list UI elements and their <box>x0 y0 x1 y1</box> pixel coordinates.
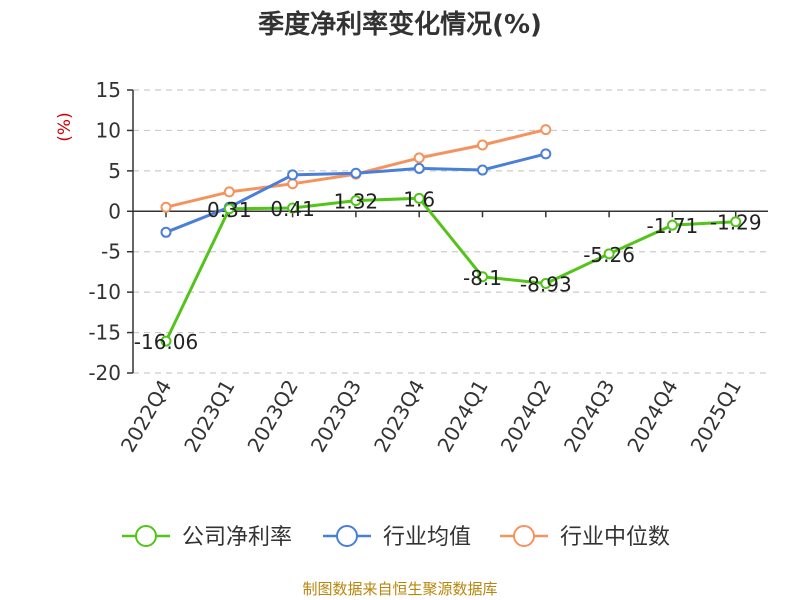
y-tick-label: 5 <box>108 159 121 183</box>
data-point <box>160 201 172 213</box>
data-point <box>540 148 552 160</box>
data-label: 0.31 <box>207 198 252 222</box>
data-point <box>477 271 488 283</box>
y-axis-unit: (%) <box>55 112 75 141</box>
data-label: -1.29 <box>710 211 762 235</box>
data-label: 1.6 <box>403 187 435 211</box>
data-point <box>540 124 552 136</box>
data-point <box>223 203 235 215</box>
data-label: -1.71 <box>647 214 699 238</box>
series <box>160 124 742 347</box>
x-tick-label: 2024Q2 <box>496 376 556 457</box>
series-line-0 <box>164 196 736 342</box>
data-point <box>730 216 742 228</box>
legend-label-2: 行业中位数 <box>560 525 670 550</box>
x-tick-label: 2022Q4 <box>116 376 176 457</box>
data-label: 0.41 <box>270 197 315 221</box>
legend-label-1: 行业均值 <box>383 525 471 550</box>
legend-marker-2 <box>513 525 535 547</box>
legend-label-0: 公司净利率 <box>182 525 292 550</box>
x-tick-label: 2023Q4 <box>369 376 429 457</box>
y-tick-label: -10 <box>88 280 121 304</box>
y-tick-label: 15 <box>96 78 121 102</box>
x-tick-label: 2025Q1 <box>686 376 746 457</box>
source-note: 制图数据来自恒生聚源数据库 <box>302 580 497 598</box>
data-labels: -16.06 0.31 0.41 1.32 1.6 -8.1 -8.93 -5.26 -1.71… <box>134 187 762 354</box>
data-point <box>413 192 425 204</box>
data-point <box>223 186 235 198</box>
data-label: 1.32 <box>334 190 379 214</box>
data-point <box>603 248 615 260</box>
x-tick-label: 2023Q1 <box>179 376 239 457</box>
data-point <box>477 139 488 151</box>
legend: 公司净利率 行业均值 行业中位数 <box>122 525 670 550</box>
y-tick-label: -5 <box>101 240 121 264</box>
chart-title: 季度净利率变化情况(%) <box>258 9 542 40</box>
data-point <box>350 195 362 207</box>
legend-marker-1 <box>336 525 358 547</box>
data-point <box>477 164 488 176</box>
data-point <box>540 277 552 289</box>
data-point <box>160 226 172 238</box>
legend-marker-0 <box>135 525 157 547</box>
y-tick-label: 0 <box>108 199 121 223</box>
y-tick-label: 10 <box>96 118 121 142</box>
data-point <box>413 152 425 164</box>
data-point <box>287 169 299 181</box>
x-tick-label: 2023Q3 <box>306 376 366 457</box>
data-point <box>413 162 425 174</box>
data-point <box>350 167 362 179</box>
x-tick-label: 2024Q3 <box>559 376 619 457</box>
y-tick-label: -20 <box>88 361 121 385</box>
data-label: -5.26 <box>583 243 635 267</box>
data-label: -16.06 <box>134 330 198 354</box>
data-point <box>287 178 299 190</box>
x-tick-label: 2024Q4 <box>622 376 682 457</box>
data-label: -8.1 <box>463 266 502 290</box>
data-point <box>666 219 678 231</box>
data-point <box>160 335 172 347</box>
data-point <box>287 202 299 214</box>
x-tick-label: 2023Q2 <box>242 376 302 457</box>
x-tick-label: 2024Q1 <box>432 376 492 457</box>
y-tick-label: -15 <box>88 321 121 345</box>
data-label: -8.93 <box>520 272 572 296</box>
